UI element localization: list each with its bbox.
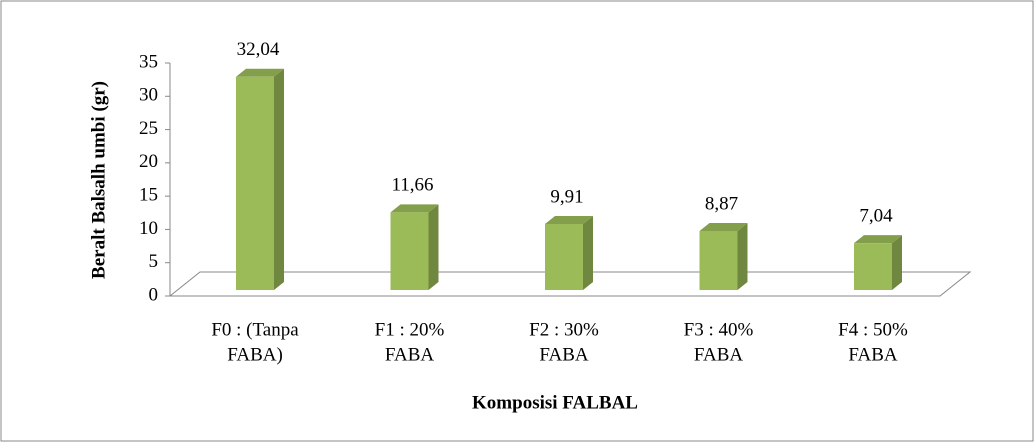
bar-top <box>390 204 439 213</box>
x-tick-label: F1 : 20% <box>375 319 445 340</box>
bar-side <box>737 222 748 290</box>
x-tick-label: F3 : 40% <box>684 319 754 340</box>
x-tick-label: F0 : (Tanpa <box>211 319 299 340</box>
value-label: 11,66 <box>391 175 433 196</box>
value-label: 32,04 <box>237 39 280 60</box>
x-tick-label: F4 : 50% <box>838 319 908 340</box>
x-tick-label: FABA <box>385 344 435 365</box>
bar-front <box>699 230 738 290</box>
bar <box>390 204 439 290</box>
bar-front <box>854 243 892 290</box>
y-tick-label: 10 <box>139 218 158 239</box>
value-label: 9,91 <box>550 186 583 207</box>
x-tick-label: F2 : 30% <box>529 319 599 340</box>
y-tick-label: 35 <box>139 51 158 72</box>
y-tick-label: 0 <box>149 284 159 305</box>
y-axis-title: Beralt Balsalh umbi (gr) <box>88 81 109 279</box>
value-label: 8,87 <box>705 193 738 214</box>
bar-front <box>390 212 429 290</box>
x-axis-title: Komposisi FALBAL <box>472 392 638 413</box>
bar-side <box>892 235 902 290</box>
bar-top <box>699 222 748 231</box>
x-tick-label: FABA <box>848 344 898 365</box>
bar <box>236 68 284 290</box>
bar-top <box>854 235 902 244</box>
bar-front <box>236 76 274 290</box>
value-label: 7,04 <box>859 205 893 226</box>
bar <box>545 216 593 290</box>
bar-top <box>545 216 593 225</box>
bar-side <box>428 204 439 290</box>
x-tick-label: FABA) <box>227 344 283 365</box>
floor <box>168 271 972 297</box>
y-tick-label: 5 <box>149 251 159 272</box>
bar-front <box>545 224 583 290</box>
y-tick-label: 25 <box>139 118 158 139</box>
bar-side <box>583 216 593 290</box>
x-tick-label: FABA <box>539 344 589 365</box>
bar-top <box>236 68 284 77</box>
x-tick-label: FABA <box>694 344 744 365</box>
y-tick-label: 20 <box>139 151 158 172</box>
bar-side <box>274 68 284 290</box>
bar <box>699 222 748 290</box>
bar <box>854 235 902 290</box>
y-tick-label: 15 <box>139 185 158 206</box>
y-tick-label: 30 <box>139 85 158 106</box>
